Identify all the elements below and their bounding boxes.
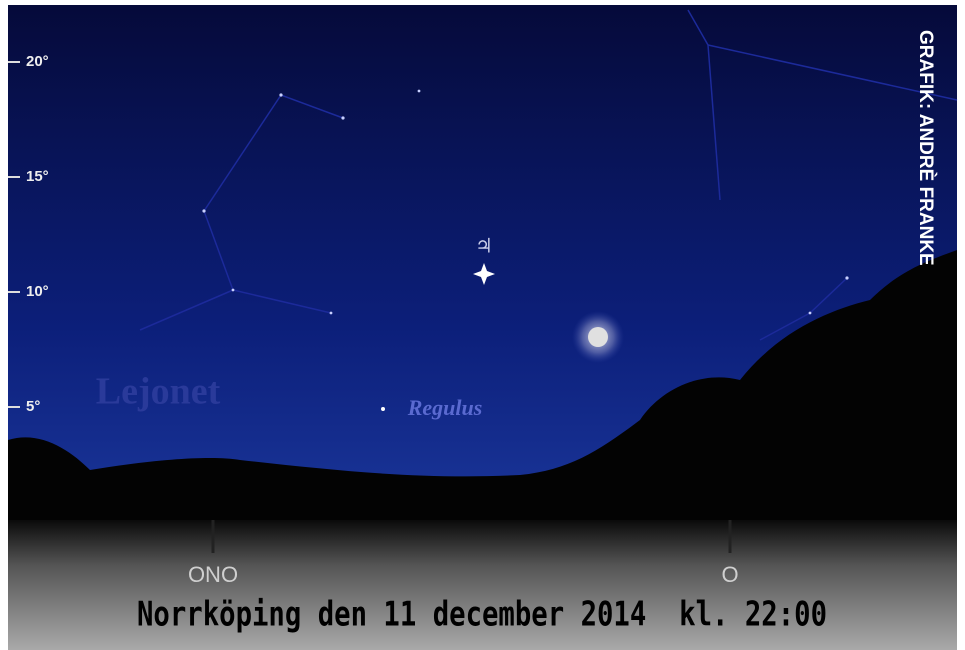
constellation-label: Lejonet bbox=[96, 371, 221, 413]
planet-label: ♃ bbox=[475, 234, 493, 258]
sky-map: Lejonet Regulus ♃ ONO O Norrköping den 1… bbox=[0, 0, 965, 650]
direction-label: O bbox=[721, 562, 738, 587]
altitude-label: 15° bbox=[26, 168, 49, 185]
star-label: Regulus bbox=[407, 395, 483, 420]
altitude-label: 20° bbox=[26, 53, 49, 70]
altitude-label: 5° bbox=[26, 398, 40, 415]
direction-label: ONO bbox=[188, 562, 238, 587]
altitude-label: 10° bbox=[26, 283, 49, 300]
caption: Norrköping den 11 december 2014 kl. 22:0… bbox=[137, 595, 827, 635]
credit: GRAFIK: ANDRÈ FRANKE bbox=[915, 30, 937, 266]
